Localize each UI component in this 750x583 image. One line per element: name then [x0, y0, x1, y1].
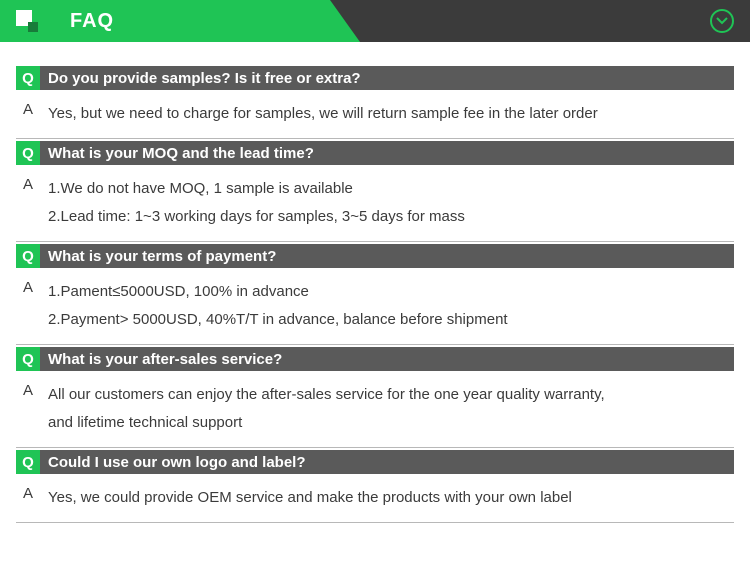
logo-icon	[16, 10, 46, 32]
faq-answer-line: 2.Lead time: 1~3 working days for sample…	[48, 203, 734, 231]
faq-answer-line: and lifetime technical support	[48, 409, 734, 437]
faq-answer-row: A 1.We do not have MOQ, 1 sample is avai…	[16, 165, 734, 242]
faq-answer-line: Yes, but we need to charge for samples, …	[48, 105, 598, 122]
q-badge: Q	[16, 141, 40, 165]
faq-answer-line: Yes, we could provide OEM service and ma…	[48, 489, 572, 506]
a-badge: A	[16, 278, 40, 298]
faq-question-text: What is your MOQ and the lead time?	[40, 141, 734, 165]
faq-answer-line: 1.Pament≤5000USD, 100% in advance	[48, 283, 309, 300]
header-accent	[0, 0, 330, 42]
faq-question-text: What is your terms of payment?	[40, 244, 734, 268]
faq-question-row: Q Could I use our own logo and label?	[16, 450, 734, 474]
chevron-down-icon[interactable]	[710, 9, 734, 33]
faq-answer-text: Yes, but we need to charge for samples, …	[40, 100, 734, 128]
faq-question-row: Q What is your after-sales service?	[16, 347, 734, 371]
faq-answer-row: A 1.Pament≤5000USD, 100% in advance 2.Pa…	[16, 268, 734, 345]
faq-answer-row: A Yes, we could provide OEM service and …	[16, 474, 734, 523]
page-title: FAQ	[70, 0, 114, 42]
q-badge: Q	[16, 244, 40, 268]
faq-answer-line: 2.Payment> 5000USD, 40%T/T in advance, b…	[48, 306, 734, 334]
faq-question-row: Q Do you provide samples? Is it free or …	[16, 66, 734, 90]
faq-answer-row: A Yes, but we need to charge for samples…	[16, 90, 734, 139]
q-badge: Q	[16, 450, 40, 474]
q-badge: Q	[16, 347, 40, 371]
faq-answer-text: All our customers can enjoy the after-sa…	[40, 381, 734, 437]
faq-question-row: Q What is your terms of payment?	[16, 244, 734, 268]
faq-question-text: What is your after-sales service?	[40, 347, 734, 371]
a-badge: A	[16, 175, 40, 195]
faq-question-text: Could I use our own logo and label?	[40, 450, 734, 474]
faq-answer-text: 1.Pament≤5000USD, 100% in advance 2.Paym…	[40, 278, 734, 334]
faq-list: Q Do you provide samples? Is it free or …	[0, 42, 750, 523]
faq-answer-line: 1.We do not have MOQ, 1 sample is availa…	[48, 180, 353, 197]
faq-answer-text: 1.We do not have MOQ, 1 sample is availa…	[40, 175, 734, 231]
faq-question-text: Do you provide samples? Is it free or ex…	[40, 66, 734, 90]
a-badge: A	[16, 484, 40, 504]
faq-question-row: Q What is your MOQ and the lead time?	[16, 141, 734, 165]
a-badge: A	[16, 381, 40, 401]
faq-answer-line: All our customers can enjoy the after-sa…	[48, 386, 605, 403]
page-header: FAQ	[0, 0, 750, 42]
q-badge: Q	[16, 66, 40, 90]
a-badge: A	[16, 100, 40, 120]
faq-answer-row: A All our customers can enjoy the after-…	[16, 371, 734, 448]
faq-answer-text: Yes, we could provide OEM service and ma…	[40, 484, 734, 512]
